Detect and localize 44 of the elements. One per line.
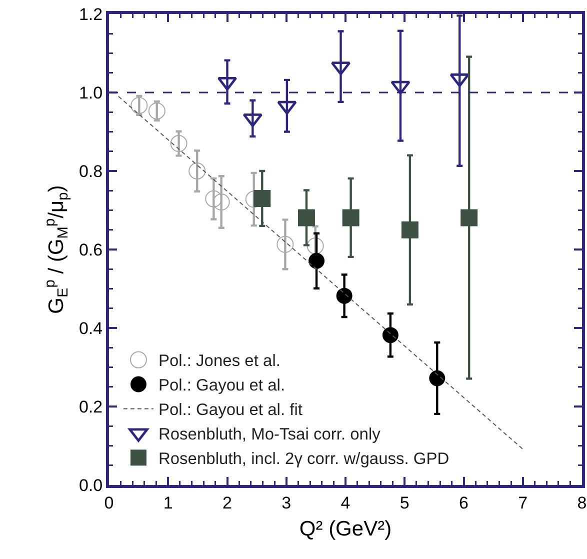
point (254, 190, 271, 207)
point (308, 252, 325, 269)
x-tick-label: 8 (577, 493, 587, 512)
point (217, 76, 238, 91)
point (401, 221, 418, 238)
legend-label: Pol.: Gayou et al. fit (158, 401, 303, 420)
x-axis-title: Q² (GeV²) (299, 518, 392, 541)
y-tick-label: 0.4 (78, 318, 103, 338)
x-tick-label: 6 (459, 493, 468, 512)
legend-label: Pol.: Jones et al. (158, 352, 280, 370)
x-tick-label: 3 (282, 493, 292, 512)
point (148, 102, 166, 120)
x-tick-label: 0 (104, 493, 114, 512)
point (298, 209, 315, 226)
point (170, 135, 188, 152)
point (242, 113, 263, 128)
x-tick-label: 5 (400, 493, 410, 512)
legend-label: Rosenbluth, Mo-Tsai corr. only (158, 426, 382, 444)
point (276, 236, 294, 253)
x-tick-label: 2 (222, 493, 232, 512)
point (188, 162, 206, 180)
y-tick-label: 0.0 (78, 476, 103, 495)
legend-label: Pol.: Gayou et al. (158, 376, 286, 395)
point (429, 370, 446, 386)
y-tick-label: 1.0 (78, 83, 103, 102)
point (390, 80, 410, 95)
point (450, 73, 470, 88)
point (460, 209, 478, 226)
y-tick-label: 1.2 (78, 4, 103, 24)
point (336, 288, 352, 304)
point (205, 190, 222, 208)
y-tick-label: 0.6 (78, 240, 103, 260)
x-tick-label: 4 (340, 493, 350, 512)
y-tick-label: 0.8 (78, 162, 103, 181)
point (130, 96, 148, 114)
y-tick-label: 0.2 (78, 397, 103, 416)
point (306, 237, 324, 254)
x-tick-label: 1 (163, 493, 173, 512)
point (342, 209, 360, 226)
x-tick-label: 7 (518, 493, 528, 512)
point (382, 327, 398, 344)
point (277, 100, 297, 115)
point (212, 194, 230, 211)
legend-label: Rosenbluth, incl. 2γ corr. w/gauss. GPD (158, 450, 450, 468)
